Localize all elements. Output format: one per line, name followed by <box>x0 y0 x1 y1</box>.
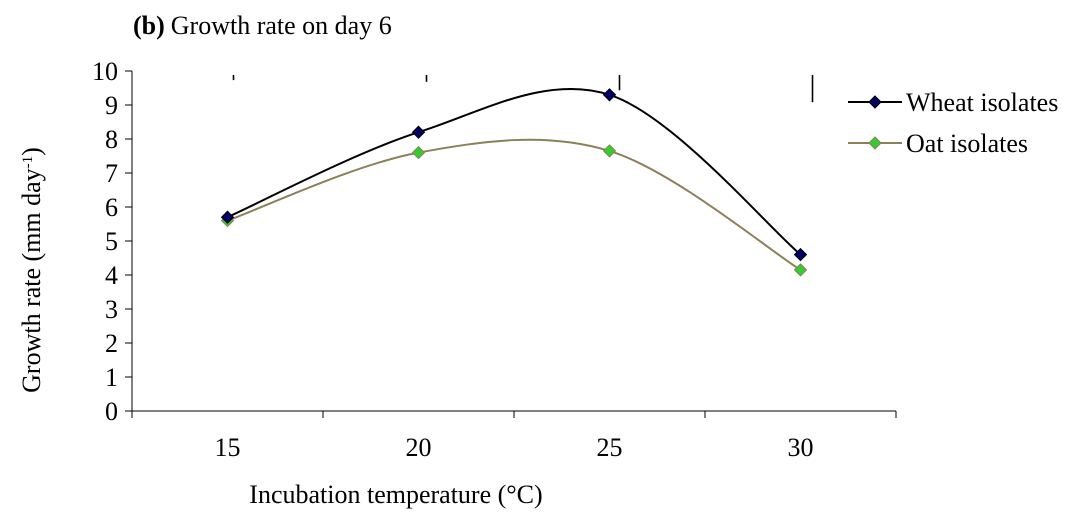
legend-item: Wheat isolates <box>848 88 1058 117</box>
x-tick-label: 30 <box>788 433 814 462</box>
error-bars <box>232 75 814 103</box>
series-markers <box>220 88 808 277</box>
series-lines <box>227 87 802 271</box>
y-tick-label: 9 <box>105 91 118 120</box>
x-ticks: 15 20 25 30 <box>131 411 897 462</box>
x-tick-label: 25 <box>597 433 623 462</box>
chart-title-prefix: (b) <box>133 11 165 40</box>
y-tick-label: 8 <box>105 125 118 154</box>
x-axis-label: Incubation temperature (°C) <box>249 480 542 509</box>
y-tick-label: 1 <box>105 363 118 392</box>
legend-label: Oat isolates <box>906 129 1028 158</box>
y-axis-label-main: Growth rate (mm day <box>17 168 46 393</box>
data-point <box>220 210 235 224</box>
legend-marker <box>868 95 882 109</box>
y-tick-label: 5 <box>105 227 118 256</box>
y-axis-label-sup: -1 <box>20 156 36 169</box>
data-point <box>411 125 426 139</box>
legend-item: Oat isolates <box>848 129 1028 158</box>
series-line <box>227 87 802 256</box>
y-ticks: 0 1 2 3 4 5 6 7 8 9 10 <box>92 57 132 426</box>
x-tick-label: 15 <box>215 433 241 462</box>
y-tick-label: 0 <box>105 397 118 426</box>
data-point <box>602 88 617 102</box>
y-axis-label-close: ) <box>17 147 46 156</box>
y-tick-label: 10 <box>92 57 118 86</box>
data-point <box>602 144 617 158</box>
legend-marker <box>868 136 882 150</box>
data-point <box>793 247 808 262</box>
data-point <box>793 263 808 277</box>
chart-title-text: Growth rate on day 6 <box>171 11 392 40</box>
y-axis-label: Growth rate (mm day-1) <box>17 147 46 393</box>
y-tick-label: 4 <box>105 261 118 290</box>
series-line <box>227 138 802 271</box>
y-tick-label: 6 <box>105 193 118 222</box>
legend-label: Wheat isolates <box>906 88 1058 117</box>
y-tick-label: 2 <box>105 329 118 358</box>
data-point <box>411 145 426 160</box>
chart-title: (b) Growth rate on day 6 <box>133 11 392 40</box>
x-tick-label: 20 <box>406 433 432 462</box>
y-tick-label: 7 <box>105 159 118 188</box>
legend: Wheat isolates Oat isolates <box>848 88 1058 158</box>
y-tick-label: 3 <box>105 295 118 324</box>
